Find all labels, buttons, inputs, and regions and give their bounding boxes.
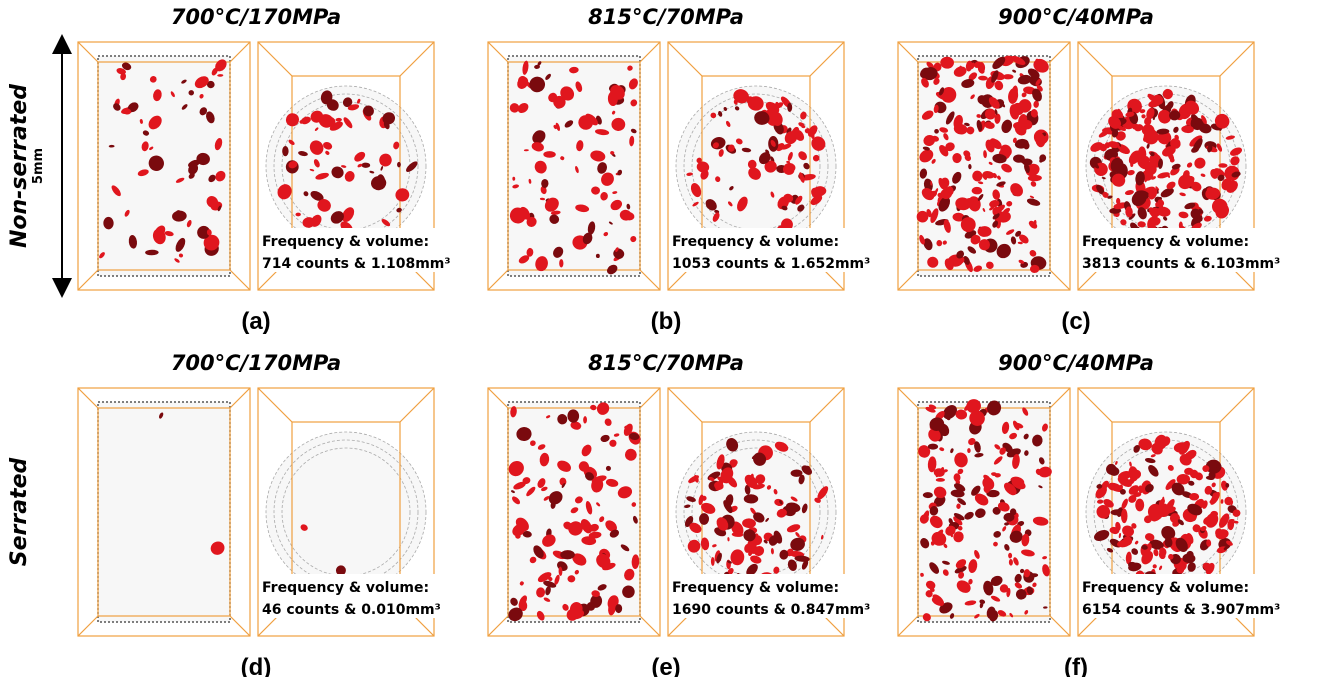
frame-edge (230, 270, 250, 290)
panel-letter: (e) (651, 654, 680, 677)
frame-edge (78, 388, 98, 408)
frame-edge (78, 42, 98, 62)
frame-edge (1078, 388, 1112, 422)
frame-edge (898, 42, 918, 62)
frame-edge (1050, 388, 1070, 408)
caption: Frequency & volume: (262, 234, 429, 250)
row-label: Non-serrated (7, 84, 32, 248)
frame-edge (898, 616, 918, 636)
panel-title: 900°C/40MPa (998, 351, 1154, 375)
caption: Frequency & volume: (672, 234, 839, 250)
frame-edge (1050, 270, 1070, 290)
scale-label: 5mm (31, 148, 46, 184)
stats: 46 counts & 0.010mm³ (262, 602, 441, 618)
pore (967, 448, 971, 453)
panel-title: 700°C/170MPa (171, 5, 341, 29)
frame-edge (488, 42, 508, 62)
frame-edge (230, 388, 250, 408)
pore (699, 513, 709, 525)
frame-edge (668, 42, 702, 76)
frame-edge (668, 388, 702, 422)
panel-title: 900°C/40MPa (998, 5, 1154, 29)
panel-letter: (c) (1061, 308, 1090, 335)
frame-edge (1220, 388, 1254, 422)
pore (103, 217, 113, 229)
frame-edge (898, 388, 918, 408)
pore (1135, 499, 1144, 512)
panel-title: 815°C/70MPa (588, 351, 744, 375)
caption: Frequency & volume: (1082, 580, 1249, 596)
frame-edge (400, 42, 434, 76)
frame-edge (640, 616, 660, 636)
frame-edge (640, 270, 660, 290)
caption: Frequency & volume: (262, 580, 429, 596)
panel-title: 700°C/170MPa (171, 351, 341, 375)
frame-edge (488, 270, 508, 290)
caption: Frequency & volume: (1082, 234, 1249, 250)
stats: 3813 counts & 6.103mm³ (1082, 256, 1280, 272)
frame-edge (400, 388, 434, 422)
frame-edge (810, 388, 844, 422)
panel-letter: (b) (651, 308, 682, 335)
panel-title: 815°C/70MPa (588, 5, 744, 29)
panel-letter: (d) (241, 654, 272, 677)
frame-edge (640, 42, 660, 62)
frame-edge (78, 270, 98, 290)
pore (559, 259, 563, 267)
frame-edge (1050, 616, 1070, 636)
frame-edge (1078, 42, 1112, 76)
frame-edge (898, 270, 918, 290)
frame-edge (640, 388, 660, 408)
row-label: Serrated (7, 458, 32, 567)
caption: Frequency & volume: (672, 580, 839, 596)
stats: 6154 counts & 3.907mm³ (1082, 602, 1280, 618)
pore (1013, 154, 1025, 162)
frame-edge (258, 42, 292, 76)
frame-edge (258, 388, 292, 422)
panel-letter: (f) (1064, 654, 1088, 677)
frame-edge (1050, 42, 1070, 62)
frame-edge (810, 42, 844, 76)
frame-edge (488, 616, 508, 636)
stats: 1690 counts & 0.847mm³ (672, 602, 870, 618)
cylinder-side (98, 402, 230, 622)
stats: 714 counts & 1.108mm³ (262, 256, 451, 272)
pore (282, 146, 288, 156)
pore (1008, 553, 1012, 559)
frame-edge (230, 42, 250, 62)
frame-edge (1220, 42, 1254, 76)
cylinder-top (282, 448, 410, 576)
stats: 1053 counts & 1.652mm³ (672, 256, 870, 272)
frame-edge (230, 616, 250, 636)
frame-edge (488, 388, 508, 408)
pore (972, 187, 983, 195)
frame-edge (78, 616, 98, 636)
panel-letter: (a) (241, 308, 270, 335)
figure: 5mm Non-serrated 700°C/170MPa Frequency & … (0, 0, 1328, 677)
